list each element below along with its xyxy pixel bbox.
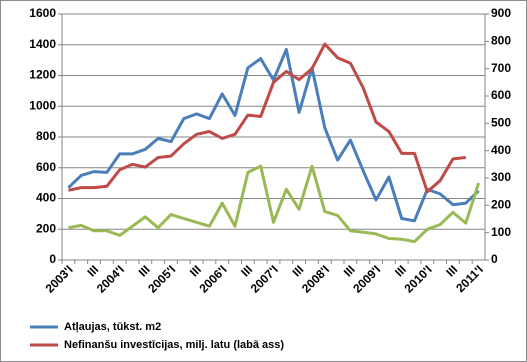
- y-tick-label: 800: [36, 129, 56, 143]
- y-tick-label: 1000: [29, 98, 56, 112]
- y2-tick-label: 500: [491, 116, 511, 130]
- series-line: [67, 47, 480, 223]
- y2-tick-label: 700: [491, 61, 511, 75]
- y2-tick-label: 200: [491, 198, 511, 212]
- y-tick-label: 600: [36, 160, 56, 174]
- y-tick-label: 1600: [29, 6, 56, 20]
- y2-tick-label: 400: [491, 143, 511, 157]
- y-tick-label: 0: [49, 252, 56, 266]
- y-tick-label: 1200: [29, 68, 56, 82]
- legend-label: Nefinanšu investīcijas, milj. latu (labā…: [64, 339, 284, 351]
- y2-tick-label: 0: [491, 252, 498, 266]
- y-tick-label: 1400: [29, 37, 56, 51]
- y-tick-label: 400: [36, 191, 56, 205]
- y2-tick-label: 300: [491, 170, 511, 184]
- y-tick-label: 200: [36, 221, 56, 235]
- legend-label: Atļaujas, tūkst. m2: [64, 321, 161, 333]
- y2-tick-label: 100: [491, 225, 511, 239]
- series-line: [68, 164, 481, 244]
- y2-tick-label: 900: [491, 6, 511, 20]
- series-line: [68, 42, 466, 194]
- y2-tick-label: 600: [491, 88, 511, 102]
- y2-tick-label: 800: [491, 34, 511, 48]
